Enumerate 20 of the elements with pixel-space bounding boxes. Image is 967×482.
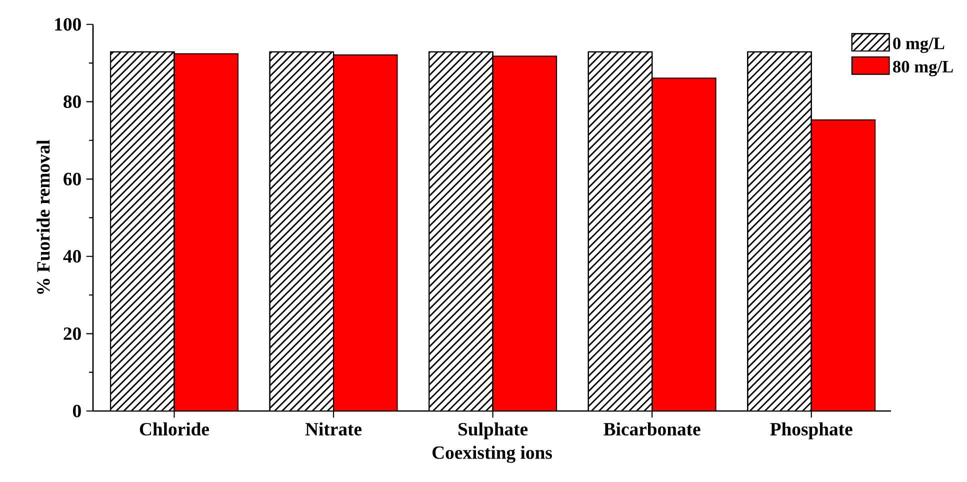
legend-label: 0 mg/L: [893, 38, 944, 53]
bar: [810, 119, 876, 412]
legend-label: 80 mg/L: [893, 60, 953, 76]
x-axis-title: Coexisting ions: [432, 446, 552, 463]
x-tick-label: Nitrate: [305, 422, 362, 436]
y-tick-label: 60: [64, 172, 81, 186]
bar: [652, 78, 716, 412]
y-tick-label: 100: [55, 18, 81, 31]
bar: [492, 56, 557, 412]
bar: [174, 54, 238, 412]
bar: [334, 54, 398, 412]
x-tick-label: Sulphate: [458, 422, 528, 440]
y-axis-title: % Fuoride removal: [36, 140, 50, 294]
x-tick-label: Bicarbonate: [604, 422, 700, 436]
y-tick-label: 40: [63, 250, 81, 263]
x-tick-label: Chloride: [140, 422, 210, 436]
y-tick-label: 20: [64, 327, 81, 340]
y-tick-label: 80: [64, 95, 81, 108]
y-tick-label: 0: [73, 404, 81, 418]
x-tick-label: Phosphate: [770, 422, 852, 440]
